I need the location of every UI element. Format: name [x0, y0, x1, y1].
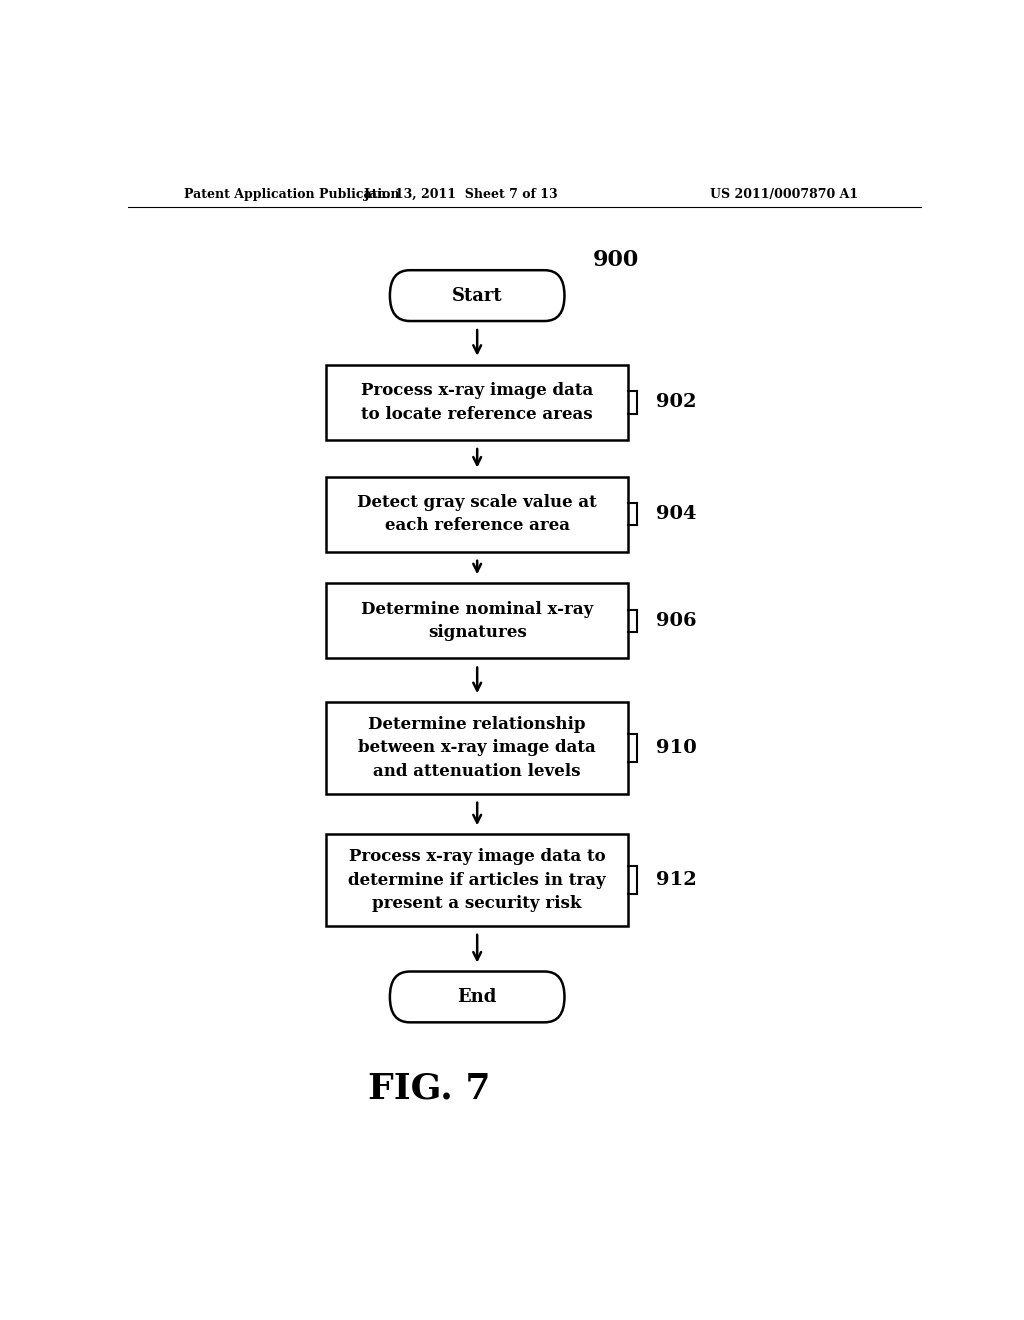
- Text: End: End: [458, 987, 497, 1006]
- Text: Jan. 13, 2011  Sheet 7 of 13: Jan. 13, 2011 Sheet 7 of 13: [364, 189, 559, 202]
- Text: 900: 900: [592, 249, 639, 271]
- Text: Determine nominal x-ray
signatures: Determine nominal x-ray signatures: [361, 601, 593, 642]
- Text: 906: 906: [655, 612, 696, 630]
- Bar: [327, 834, 628, 925]
- Text: 904: 904: [655, 506, 696, 523]
- Text: FIG. 7: FIG. 7: [369, 1072, 490, 1105]
- Bar: [327, 702, 628, 793]
- Text: 902: 902: [655, 393, 696, 412]
- FancyBboxPatch shape: [390, 271, 564, 321]
- Text: Detect gray scale value at
each reference area: Detect gray scale value at each referenc…: [357, 494, 597, 535]
- Text: Start: Start: [452, 286, 503, 305]
- Text: Determine relationship
between x-ray image data
and attenuation levels: Determine relationship between x-ray ima…: [358, 715, 596, 780]
- Text: 912: 912: [655, 871, 696, 890]
- Text: Process x-ray image data to
determine if articles in tray
present a security ris: Process x-ray image data to determine if…: [348, 847, 606, 912]
- Bar: [327, 583, 628, 659]
- Text: US 2011/0007870 A1: US 2011/0007870 A1: [710, 189, 858, 202]
- Text: Process x-ray image data
to locate reference areas: Process x-ray image data to locate refer…: [361, 381, 593, 422]
- Bar: [327, 477, 628, 552]
- Text: Patent Application Publication: Patent Application Publication: [183, 189, 399, 202]
- Text: 910: 910: [655, 739, 696, 756]
- Bar: [327, 364, 628, 440]
- FancyBboxPatch shape: [390, 972, 564, 1022]
